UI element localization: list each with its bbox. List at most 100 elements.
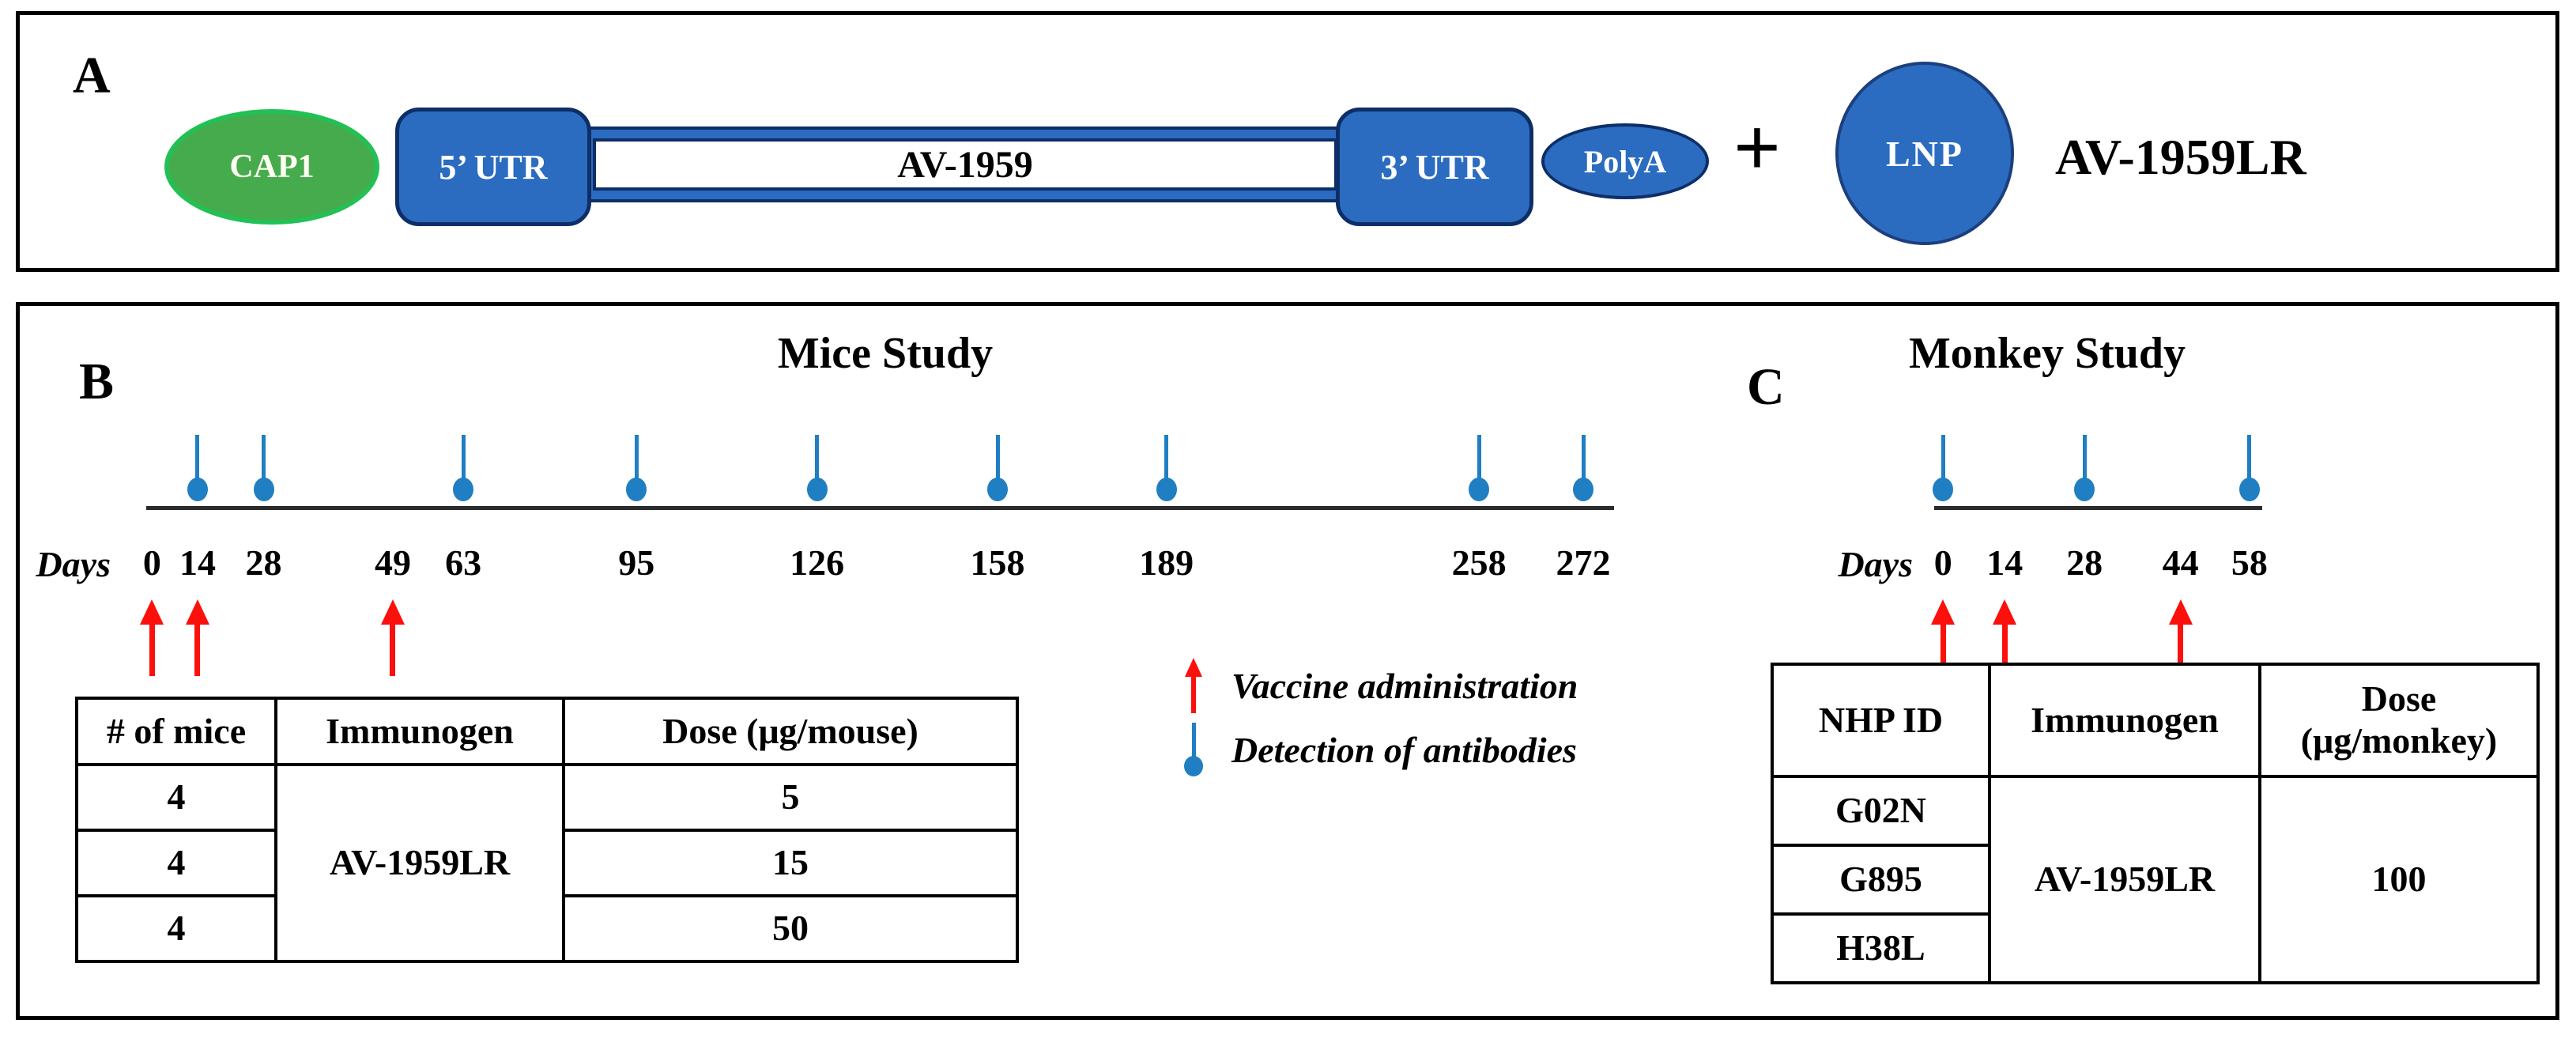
pin-dot [1573, 478, 1593, 501]
monkey-timeline: 0 14 28 44 58 [1931, 431, 2268, 692]
pin-dot [1469, 478, 1490, 501]
pin-dot [2074, 478, 2095, 501]
vaccine-arrow-icon [380, 599, 405, 676]
pin-dot [1156, 478, 1177, 501]
cap1-shape: CAP1 [164, 109, 379, 225]
pin-stem [1164, 435, 1169, 479]
day-label: 272 [1556, 542, 1611, 583]
mice-count-cell: 4 [75, 763, 277, 832]
pin-stem [1581, 435, 1586, 479]
detection-pin-icon [2238, 435, 2260, 501]
legend-vaccine-text: Vaccine administration [1231, 665, 1578, 706]
plus-sign: + [1733, 101, 1782, 194]
day-label: 58 [2231, 542, 2268, 583]
gene-bar-inner: AV-1959 [593, 138, 1337, 191]
arrow-head [185, 599, 209, 625]
day-label: 28 [2066, 542, 2103, 583]
pin-dot [1933, 478, 1954, 501]
day-label: 258 [1451, 542, 1507, 583]
gene-bar: AV-1959 [582, 127, 1348, 202]
arrow-shaft [2001, 625, 2008, 676]
monkey-table-header-dose: Dose (μg/monkey) [2258, 663, 2540, 778]
mice-dose-cell: 15 [562, 829, 1019, 897]
vaccine-arrow-icon [140, 599, 164, 676]
legend: Vaccine administration Detection of anti… [1168, 658, 1578, 786]
arrow-shaft [1940, 625, 1946, 676]
mice-table-header-row: # of mice Immunogen Dose (μg/mouse) [75, 697, 1019, 766]
day-label: 126 [790, 542, 845, 583]
monkey-table-row: G02N AV-1959LR 100 [1771, 775, 2540, 984]
nhp-id-cell: H38L [1771, 912, 1991, 984]
utr3-shape: 3’ UTR [1336, 108, 1533, 226]
nhp-id-cell: G02N [1771, 775, 1991, 847]
day-label: 14 [179, 542, 216, 583]
utr5-label: 5’ UTR [439, 147, 548, 187]
detection-pin-icon [187, 435, 208, 501]
detection-pin-icon [1168, 723, 1219, 776]
pin-dot [626, 478, 647, 501]
monkey-table-header-id: NHP ID [1771, 663, 1991, 778]
cap1-label: CAP1 [229, 149, 315, 185]
detection-pin-icon [1573, 435, 1593, 501]
mice-count-cell: 4 [75, 829, 277, 897]
polya-shape: PolyA [1541, 123, 1709, 199]
pin-stem [995, 435, 1000, 479]
lnp-shape: LNP [1835, 62, 2014, 245]
arrow-shaft [390, 625, 396, 676]
detection-pin-icon [1156, 435, 1177, 501]
vaccine-arrow-icon [1993, 599, 2017, 676]
gene-label: AV-1959 [897, 143, 1033, 186]
legend-row-detection: Detection of antibodies [1168, 723, 1578, 776]
day-label: 28 [245, 542, 282, 583]
vaccine-arrow-icon [1931, 599, 1956, 676]
detection-pin-icon [253, 435, 274, 501]
day-label: 0 [1933, 542, 1952, 583]
mice-study-title: Mice Study [777, 329, 994, 378]
day-label: 0 [142, 542, 161, 583]
polya-label: PolyA [1583, 143, 1667, 179]
detection-pin-icon [987, 435, 1009, 501]
arrow-head [2168, 599, 2193, 625]
legend-row-vaccine: Vaccine administration [1168, 658, 1578, 713]
pin-dot [987, 478, 1009, 501]
day-label: 189 [1139, 542, 1194, 583]
mice-immunogen-cell: AV-1959LR [274, 763, 565, 963]
pin-dot [253, 478, 274, 501]
mice-count-cell: 4 [75, 894, 277, 963]
detection-pin-icon [1469, 435, 1490, 501]
mice-table-header-dose: Dose (μg/mouse) [562, 697, 1019, 766]
monkey-days-label: Days [1838, 544, 1913, 584]
arrow-head [1931, 599, 1956, 625]
panel-b-label: B [79, 353, 115, 410]
arrow-shaft [2178, 625, 2184, 676]
pin-stem [815, 435, 820, 479]
monkey-table-row: H38L [1771, 912, 2538, 984]
detection-pin-icon [1933, 435, 1954, 501]
mice-timeline-line [146, 506, 1614, 510]
nhp-id-cell: G895 [1771, 844, 1991, 916]
day-label: 14 [1986, 542, 2023, 583]
pin-stem [634, 435, 639, 479]
day-label: 158 [970, 542, 1025, 583]
monkey-dose-cell: 100 [2258, 775, 2540, 984]
pin-stem [2082, 435, 2087, 479]
vaccine-arrow-icon [2168, 599, 2193, 676]
monkey-timeline-line [1934, 506, 2262, 510]
mice-dose-cell: 5 [562, 763, 1019, 832]
legend-detection-text: Detection of antibodies [1231, 729, 1577, 770]
pin-dot [187, 478, 208, 501]
pin-stem [1191, 723, 1196, 757]
pin-dot [453, 478, 474, 501]
panel-a-label: A [73, 47, 111, 104]
day-label: 49 [374, 542, 411, 583]
detection-pin-icon [2074, 435, 2095, 501]
detection-pin-icon [806, 435, 828, 501]
mice-table-row: 4 15 [75, 829, 1019, 897]
arrow-head [140, 599, 164, 625]
pin-stem [262, 435, 266, 479]
mice-days-label: Days [36, 544, 111, 584]
pin-stem [195, 435, 200, 479]
pin-stem [1477, 435, 1481, 479]
vaccine-arrow-icon [1168, 658, 1219, 713]
